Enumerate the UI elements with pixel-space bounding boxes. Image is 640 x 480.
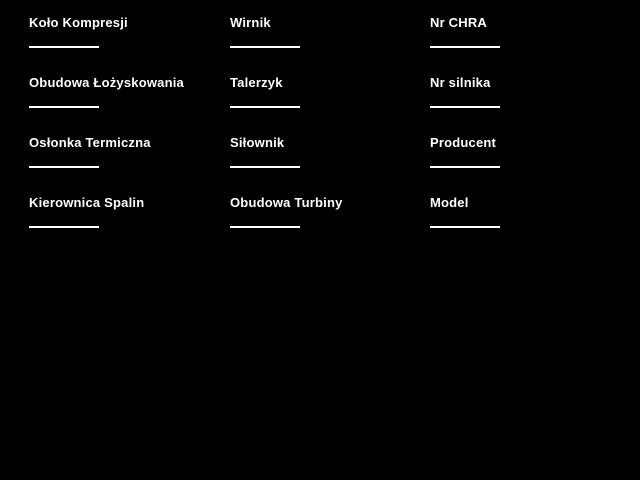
field-value-blank-line[interactable]	[230, 46, 300, 48]
field-label: Wirnik	[230, 15, 271, 30]
field-label: Obudowa Łożyskowania	[29, 75, 184, 90]
field-value-blank-line[interactable]	[430, 106, 500, 108]
field-label: Obudowa Turbiny	[230, 195, 343, 210]
field-label: Nr silnika	[430, 75, 491, 90]
field-value-blank-line[interactable]	[230, 106, 300, 108]
field-value-blank-line[interactable]	[430, 166, 500, 168]
field-wirnik: Wirnik	[230, 16, 430, 76]
field-value-blank-line[interactable]	[230, 226, 300, 228]
field-obudowa-turbiny: Obudowa Turbiny	[230, 196, 430, 256]
field-kolo-kompresji: Koło Kompresji	[29, 16, 230, 76]
field-value-blank-line[interactable]	[29, 106, 99, 108]
field-producent: Producent	[430, 136, 630, 196]
field-label: Kierownica Spalin	[29, 195, 145, 210]
field-model: Model	[430, 196, 630, 256]
field-oslonka-termiczna: Osłonka Termiczna	[29, 136, 230, 196]
form-grid: Koło Kompresji Wirnik Nr CHRA Obudowa Ło…	[29, 16, 630, 256]
field-label: Model	[430, 195, 469, 210]
field-kierownica-spalin: Kierownica Spalin	[29, 196, 230, 256]
field-value-blank-line[interactable]	[430, 226, 500, 228]
field-obudowa-lozyskowania: Obudowa Łożyskowania	[29, 76, 230, 136]
field-label: Nr CHRA	[430, 15, 488, 30]
field-label: Talerzyk	[230, 75, 283, 90]
field-value-blank-line[interactable]	[29, 166, 99, 168]
field-label: Siłownik	[230, 135, 285, 150]
field-silownik: Siłownik	[230, 136, 430, 196]
field-value-blank-line[interactable]	[430, 46, 500, 48]
field-value-blank-line[interactable]	[230, 166, 300, 168]
field-label: Producent	[430, 135, 497, 150]
field-nr-chra: Nr CHRA	[430, 16, 630, 76]
field-talerzyk: Talerzyk	[230, 76, 430, 136]
field-value-blank-line[interactable]	[29, 46, 99, 48]
field-label: Osłonka Termiczna	[29, 135, 151, 150]
field-nr-silnika: Nr silnika	[430, 76, 630, 136]
field-label: Koło Kompresji	[29, 15, 128, 30]
field-value-blank-line[interactable]	[29, 226, 99, 228]
